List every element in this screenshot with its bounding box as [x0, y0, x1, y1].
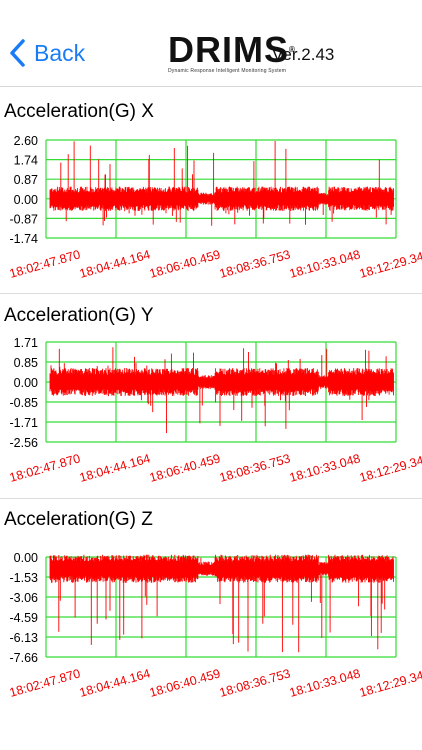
- chart-title-y: Acceleration(G) Y: [4, 305, 154, 326]
- x-tick-label: 18:10:33.048: [288, 666, 362, 700]
- y-tick-label: -3.06: [10, 591, 39, 605]
- drims-logo: DRIMS® Dynamic Response Intelligent Moni…: [168, 29, 296, 75]
- x-tick-label: 18:06:40.459: [148, 666, 222, 700]
- x-tick-label: 18:06:40.459: [148, 247, 222, 281]
- x-tick-label: 18:02:47.870: [8, 451, 82, 485]
- y-tick-label: 0.87: [14, 173, 38, 187]
- logo-text: DRIMS: [168, 29, 289, 70]
- x-tick-label: 18:04:44.164: [78, 666, 152, 700]
- y-tick-label: -1.53: [10, 571, 39, 585]
- y-tick-label: 2.60: [14, 134, 38, 148]
- y-tick-label: 0.00: [14, 193, 38, 207]
- y-tick-label: -1.71: [10, 416, 39, 430]
- x-tick-label: 18:10:33.048: [288, 247, 362, 281]
- y-tick-label: -2.56: [10, 436, 39, 450]
- x-tick-label: 18:04:44.164: [78, 247, 152, 281]
- x-tick-label: 18:02:47.870: [8, 666, 82, 700]
- back-label: Back: [34, 39, 86, 66]
- y-tick-label: -7.66: [10, 651, 39, 665]
- x-tick-label: 18:08:36.753: [218, 666, 292, 700]
- data-series: [49, 554, 394, 653]
- navigation-bar: Back DRIMS® Dynamic Response Intelligent…: [0, 0, 422, 87]
- y-tick-label: 1.74: [14, 154, 38, 168]
- y-tick-label: 0.85: [14, 356, 38, 370]
- x-tick-label: 18:10:33.048: [288, 451, 362, 485]
- version-label: Ver.2.43: [272, 45, 335, 64]
- x-tick-label: 18:12:29.342: [358, 451, 422, 485]
- chart-title-z: Acceleration(G) Z: [4, 509, 153, 530]
- x-tick-label: 18:12:29.342: [358, 247, 422, 281]
- back-button[interactable]: Back: [8, 38, 85, 68]
- data-series: [49, 347, 394, 434]
- x-tick-label: 18:02:47.870: [8, 247, 82, 281]
- chevron-left-icon: [10, 39, 25, 67]
- acceleration-x-chart: 2.601.740.870.00-0.87-1.7418:02:47.87018…: [8, 134, 422, 281]
- y-tick-label: 0.00: [14, 551, 38, 565]
- data-series: [49, 141, 394, 226]
- chart-grid: [45, 341, 397, 443]
- x-tick-label: 18:08:36.753: [218, 451, 292, 485]
- y-tick-label: -0.85: [10, 396, 39, 410]
- divider: [0, 498, 422, 499]
- y-tick-label: -0.87: [10, 212, 39, 226]
- acceleration-y-chart: 1.710.850.00-0.85-1.71-2.5618:02:47.8701…: [8, 336, 422, 485]
- acceleration-z-chart: 0.00 -1.53 -3.06 -4.59 -6.13 -7.6618:02:47.87…: [8, 551, 422, 700]
- y-tick-label: 1.71: [14, 336, 38, 350]
- logo-subtitle: Dynamic Response Intelligent Monitoring …: [168, 68, 287, 74]
- y-tick-label: -6.13: [10, 631, 39, 645]
- y-tick-label: -1.74: [10, 232, 39, 246]
- x-tick-label: 18:04:44.164: [78, 451, 152, 485]
- chart-title-x: Acceleration(G) X: [4, 101, 154, 122]
- x-tick-label: 18:06:40.459: [148, 451, 222, 485]
- x-tick-label: 18:12:29.342: [358, 666, 422, 700]
- y-tick-label: -4.59: [10, 611, 39, 625]
- y-tick-label: 0.00: [14, 376, 38, 390]
- x-tick-label: 18:08:36.753: [218, 247, 292, 281]
- divider: [0, 293, 422, 294]
